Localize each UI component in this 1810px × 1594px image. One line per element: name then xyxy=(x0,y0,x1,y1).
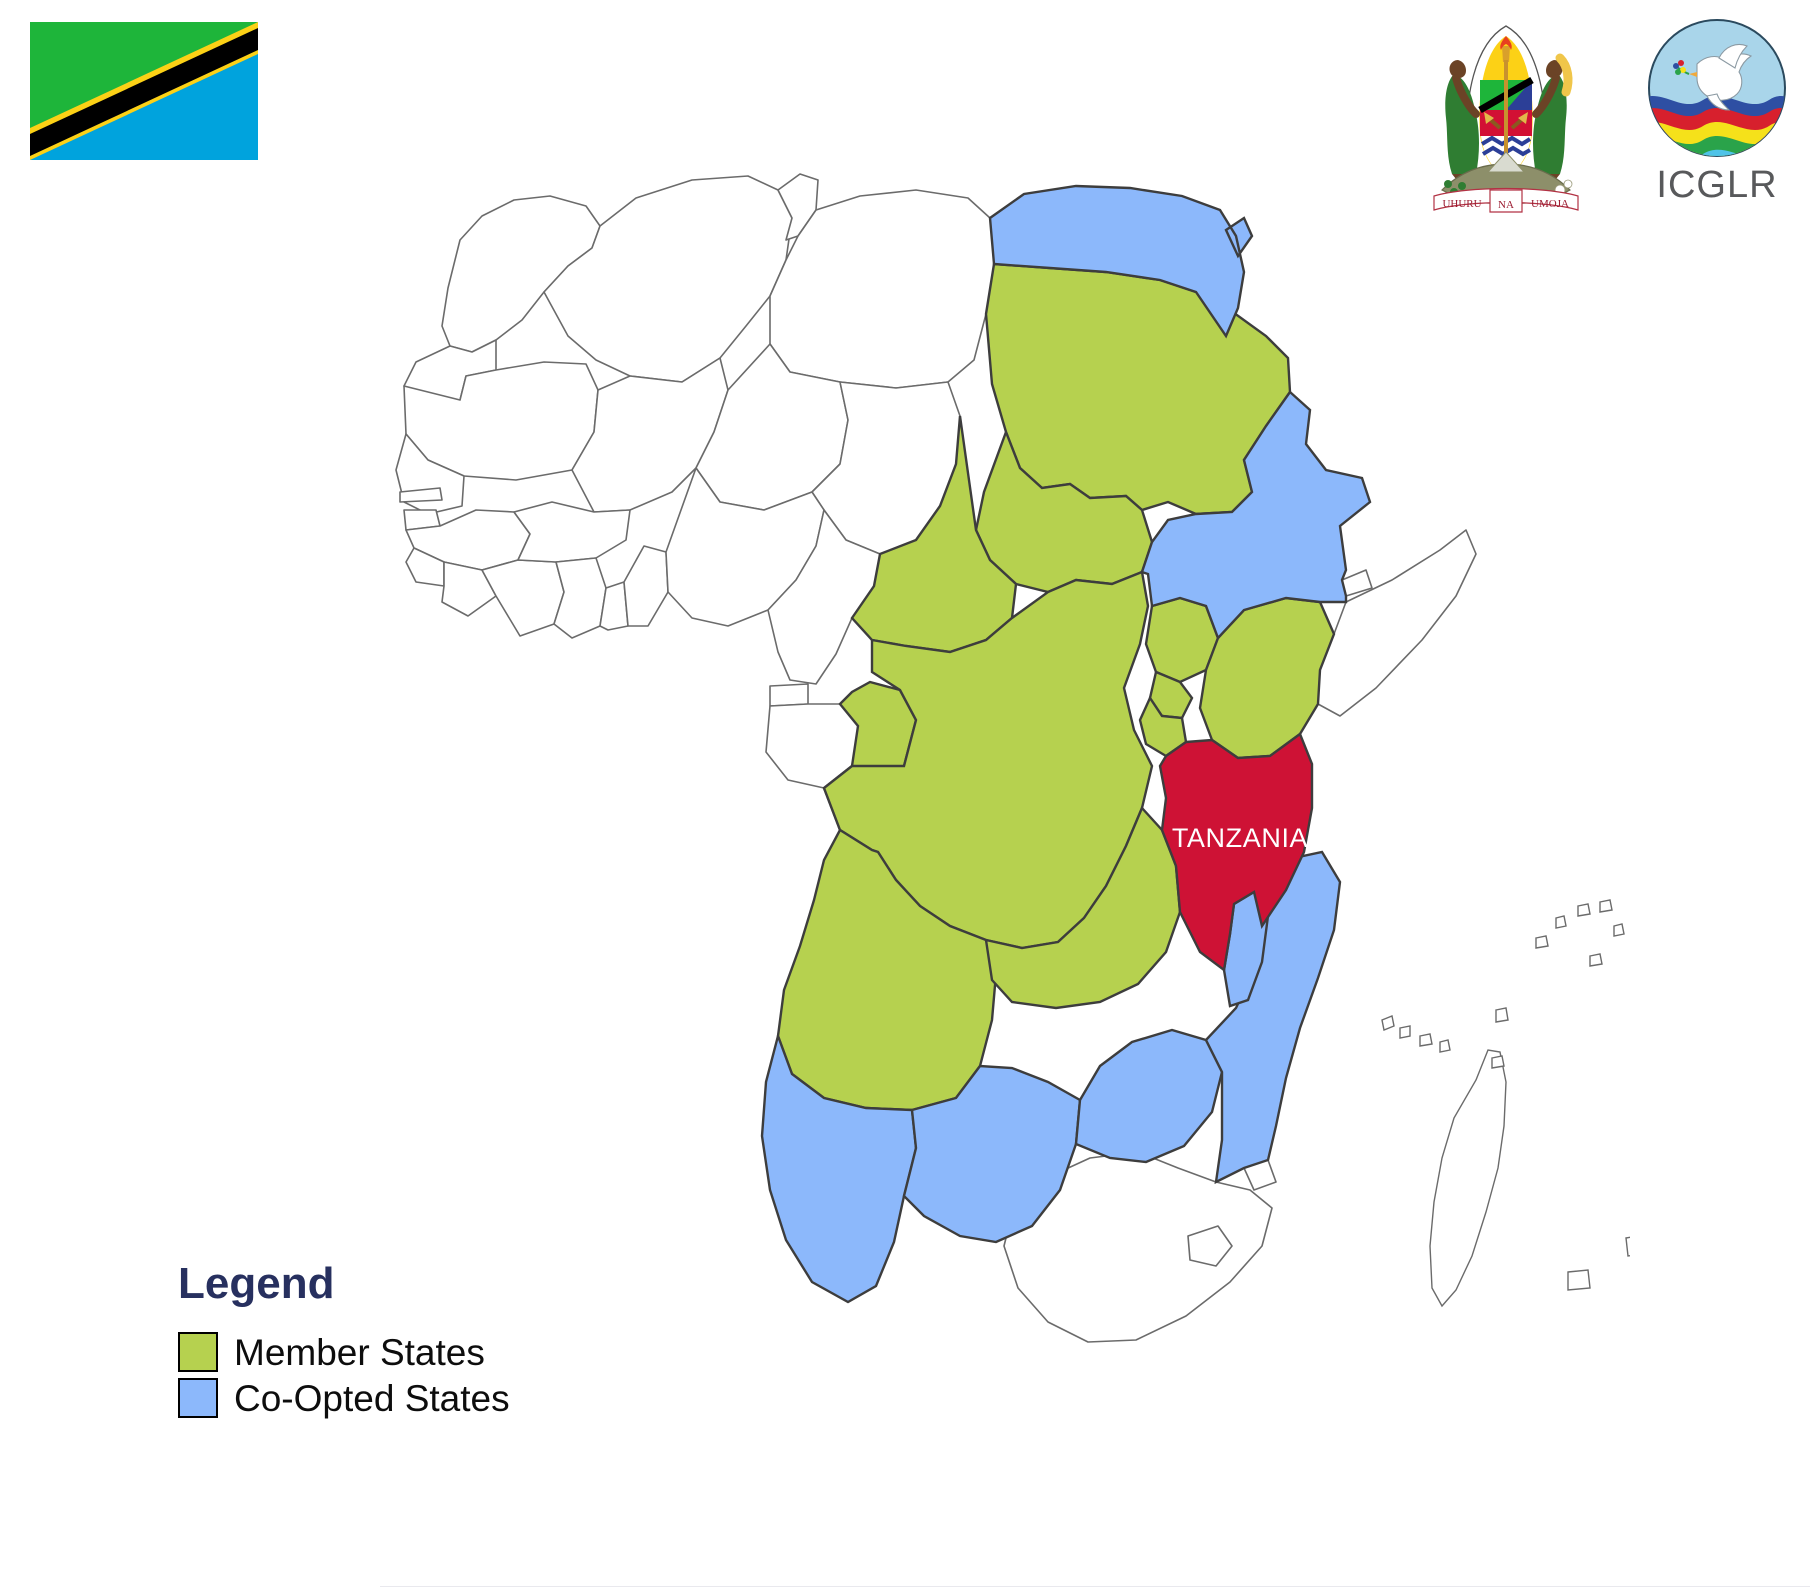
island-madagascar xyxy=(1429,1049,1507,1308)
country-algeria xyxy=(543,175,793,383)
island-seychelles-b xyxy=(1577,903,1591,917)
country-tanzania xyxy=(1158,732,1314,973)
island-farquhar xyxy=(1491,1055,1505,1069)
legend-label-member-states: Member States xyxy=(234,1331,485,1373)
legend-item-member-states: Member States xyxy=(178,1332,698,1372)
icglr-label: ICGLR xyxy=(1656,164,1778,206)
country-egypt xyxy=(988,184,1254,339)
motto-center: NA xyxy=(1498,199,1514,211)
country-benin xyxy=(623,545,669,627)
country-label-tanzania: TANZANIA xyxy=(1172,823,1308,853)
country-gambia xyxy=(399,487,443,503)
island-reunion xyxy=(1567,1269,1591,1291)
legend-item-coopted-states: Co-Opted States xyxy=(178,1378,698,1418)
island-seychelles-a xyxy=(1555,915,1567,929)
island-seychelles-f xyxy=(1589,953,1603,967)
island-comoros-b xyxy=(1399,1025,1411,1039)
island-comoros-a xyxy=(1381,1015,1395,1031)
country-botswana xyxy=(902,1064,1082,1244)
tanzania-coat-of-arms: UHURU NA UMOJA xyxy=(1402,14,1610,214)
island-seychelles-d xyxy=(1613,923,1625,937)
motto-right: UMOJA xyxy=(1531,198,1569,210)
country-libya xyxy=(769,189,995,389)
legend-swatch-member-states xyxy=(178,1332,218,1372)
island-comoros-c xyxy=(1419,1033,1433,1047)
icglr-logo: ICGLR xyxy=(1630,16,1804,221)
footer-divider xyxy=(380,1586,1810,1587)
country-equatorial-guinea xyxy=(769,683,809,707)
country-south-africa xyxy=(1003,1151,1273,1343)
legend-title: Legend xyxy=(178,1259,335,1308)
island-seychelles-e xyxy=(1535,935,1549,949)
country-burkina-faso xyxy=(513,501,631,563)
island-mayotte xyxy=(1439,1039,1451,1053)
island-aldabra xyxy=(1495,1007,1509,1023)
tanzania-flag xyxy=(30,22,258,160)
island-mauritius xyxy=(1625,1236,1630,1257)
island-seychelles-c xyxy=(1599,899,1613,913)
icglr-emblem-icon xyxy=(1645,16,1789,160)
country-sudan xyxy=(984,262,1292,516)
country-ghana xyxy=(553,557,607,639)
motto-left: UHURU xyxy=(1442,198,1481,210)
country-togo xyxy=(599,581,629,631)
country-zimbabwe xyxy=(1074,1028,1224,1164)
country-namibia xyxy=(760,1031,918,1304)
legend-swatch-coopted-states xyxy=(178,1378,218,1418)
country-sierra-leone xyxy=(405,547,445,587)
country-lesotho xyxy=(1187,1225,1233,1267)
africa-map: TANZANIA xyxy=(300,40,1630,1380)
country-ethiopia xyxy=(1140,390,1372,641)
legend: Legend Member States Co-Opted States xyxy=(178,1262,698,1424)
map-countries: TANZANIA xyxy=(395,173,1630,1343)
legend-label-coopted-states: Co-Opted States xyxy=(234,1377,510,1419)
